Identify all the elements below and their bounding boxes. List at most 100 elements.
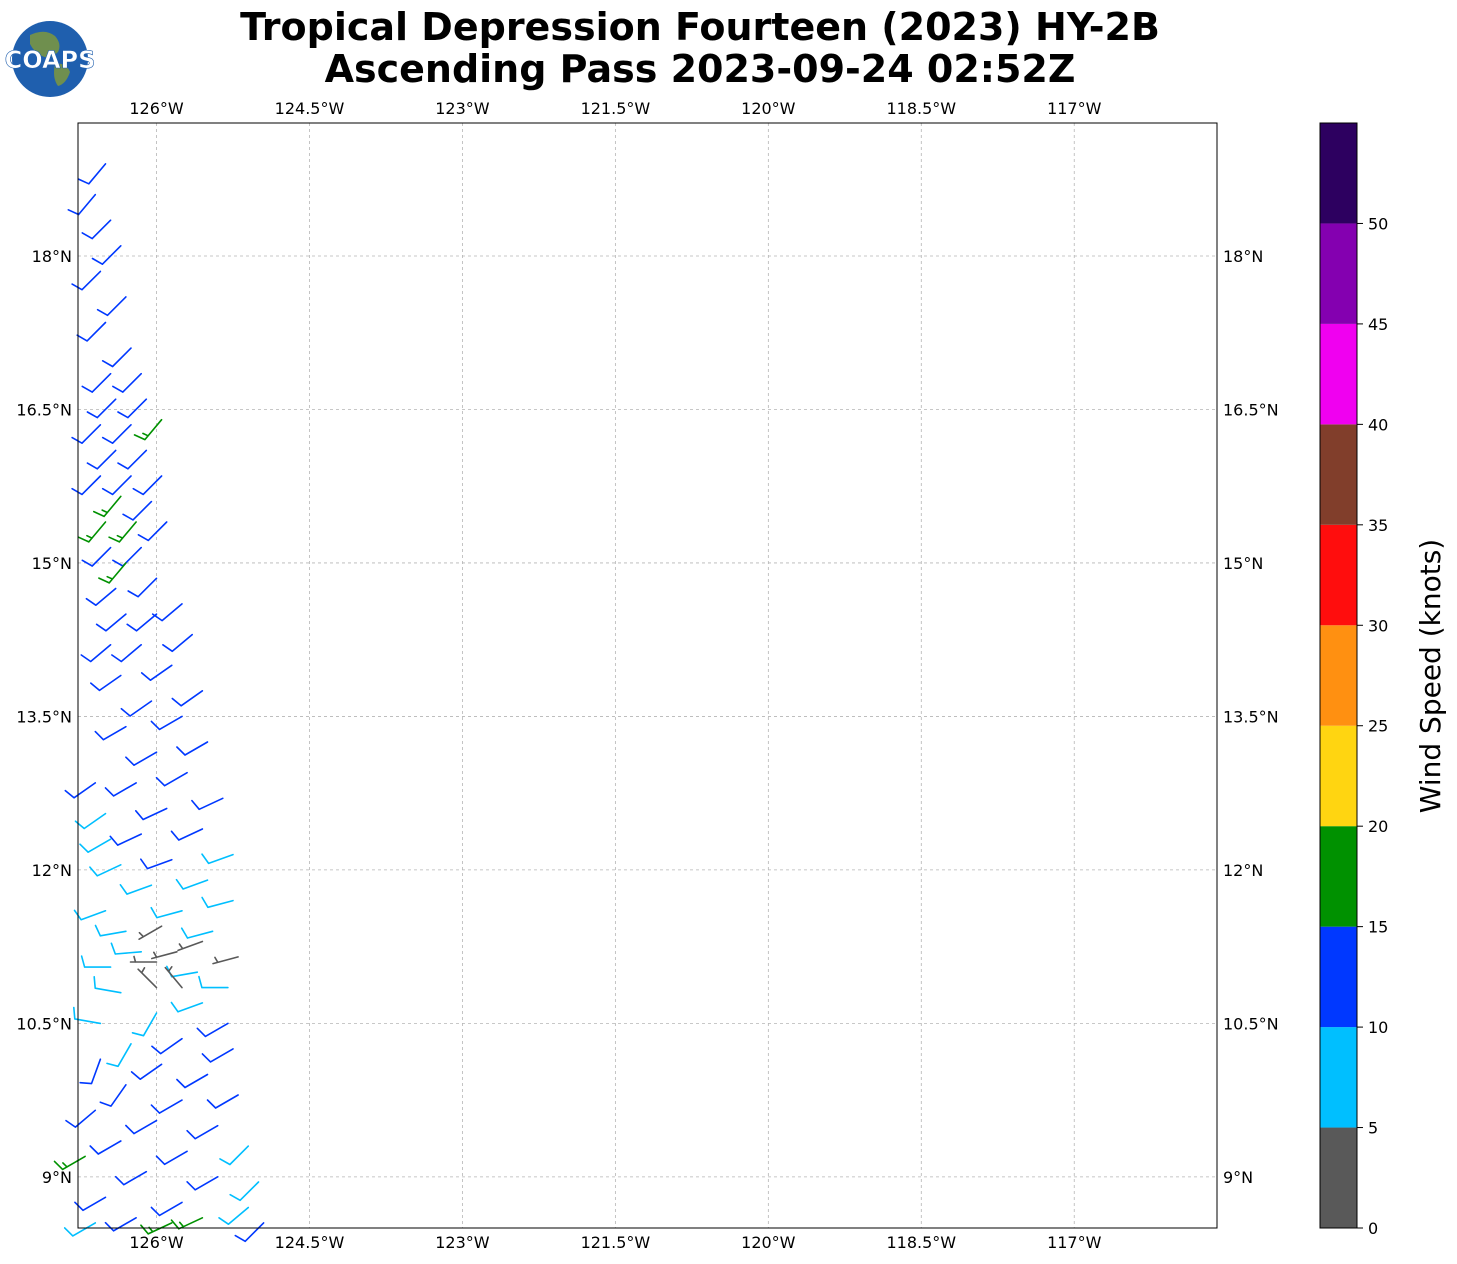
lat-tick-label-right: 13.5°N — [1223, 707, 1279, 726]
wind-barb — [77, 521, 107, 543]
axis-tick-labels: 126°W 126°W 124.5°W 124.5°W 123°W 123°W 121.5°… — [16, 99, 1278, 1252]
wind-barb — [191, 797, 224, 811]
colorbar-tick-label: 30 — [1368, 616, 1388, 635]
wind-barb — [101, 347, 132, 368]
wind-barb — [150, 906, 183, 919]
wind-barb — [90, 674, 122, 692]
gridlines — [78, 123, 1217, 1228]
wind-barb — [77, 163, 107, 185]
lat-tick-label-right: 18°N — [1223, 247, 1263, 266]
colorbar-block — [1320, 123, 1357, 224]
lon-tick-label-bottom: 123°W — [435, 1233, 490, 1252]
wind-barb — [120, 700, 153, 717]
colorbar-tick-label: 15 — [1368, 918, 1388, 937]
wind-barb — [212, 956, 239, 965]
wind-barb — [155, 771, 188, 787]
colorbar-tick-label: 20 — [1368, 817, 1388, 836]
wind-barb — [110, 942, 142, 955]
wind-barb — [91, 245, 122, 265]
wind-barb — [175, 878, 209, 890]
lat-tick-label-left: 16.5°N — [16, 400, 72, 419]
colorbar-block — [1320, 725, 1357, 827]
wind-barb — [94, 725, 127, 741]
wind-barb — [206, 1094, 239, 1109]
colorbar-frame — [1319, 122, 1358, 1229]
colorbar-tick-label: 5 — [1368, 1119, 1378, 1138]
globe-land-shape — [54, 63, 70, 86]
wind-barb — [80, 955, 112, 968]
wind-barb — [127, 577, 158, 598]
wind-barb — [140, 858, 173, 870]
wind-barb — [80, 644, 112, 663]
wind-barb — [108, 521, 137, 543]
colorbar-label: Wind Speed (knots) — [1414, 539, 1447, 813]
lat-tick-label-right: 15°N — [1223, 554, 1263, 573]
wind-barb — [71, 270, 102, 291]
wind-barb — [162, 633, 193, 653]
lon-tick-label-top: 118.5°W — [886, 99, 956, 118]
wind-barb — [74, 812, 107, 830]
wind-barb — [229, 1181, 260, 1202]
lat-tick-label-right: 16.5°N — [1223, 400, 1279, 419]
lat-tick-label-right: 10.5°N — [1223, 1014, 1279, 1033]
globe-land-shape — [30, 31, 60, 58]
wind-barb — [155, 1150, 188, 1166]
lat-tick-label-right: 9°N — [1223, 1168, 1253, 1187]
lon-tick-label-top: 117°W — [1047, 99, 1102, 118]
wind-barb — [201, 853, 234, 865]
wind-barb — [219, 1145, 250, 1166]
wind-barb — [150, 1201, 183, 1217]
wind-barb — [89, 1140, 122, 1155]
wind-barb — [131, 1012, 158, 1037]
wind-barb — [218, 1206, 250, 1225]
wind-barb — [122, 500, 153, 521]
wind-barb — [89, 864, 122, 877]
wind-barb — [111, 644, 142, 663]
wind-barb — [196, 1022, 229, 1038]
wind-barb — [170, 828, 204, 841]
colorbar-block — [1320, 926, 1357, 1028]
wind-barb — [99, 1084, 127, 1107]
colorbar-tick-label: 0 — [1368, 1219, 1378, 1238]
colorbar-tick-label: 10 — [1368, 1018, 1388, 1037]
lat-tick-label-left: 10.5°N — [16, 1014, 72, 1033]
wind-barb — [96, 296, 127, 317]
lat-tick-label-left: 15°N — [32, 554, 72, 573]
wind-barb — [125, 751, 158, 766]
chart-title-line1: Tropical Depression Fourteen (2023) HY-2… — [240, 5, 1160, 49]
wind-barb — [177, 940, 204, 952]
colorbar-ticks: 0 5 10 15 20 25 30 35 40 45 50 — [1357, 214, 1388, 1238]
wind-barb — [114, 1170, 148, 1186]
wind-barb — [109, 833, 142, 846]
wind-barb — [93, 976, 122, 994]
colorbar-block — [1320, 524, 1357, 626]
wind-barb — [201, 896, 234, 909]
wind-barb — [98, 562, 127, 584]
wind-barb — [81, 372, 112, 393]
wind-barb — [86, 449, 117, 470]
wind-barb — [133, 418, 163, 441]
wind-barb — [137, 521, 168, 542]
wind-barb — [71, 424, 102, 444]
wind-barb — [93, 495, 122, 518]
wind-barb — [130, 1063, 163, 1080]
colorbar-block — [1320, 223, 1357, 324]
colorbar: 0 5 10 15 20 25 30 35 40 45 50 Wind Speed (knots) — [1319, 122, 1447, 1238]
wind-barb — [137, 967, 158, 989]
wind-barb — [170, 1217, 204, 1230]
lat-tick-label-left: 13.5°N — [16, 707, 72, 726]
wind-barb — [85, 587, 117, 606]
wind-barb — [176, 741, 209, 756]
map-plot-area: 126°W 126°W 124.5°W 124.5°W 123°W 123°W 121.5°… — [16, 99, 1278, 1252]
wind-barb — [117, 398, 148, 419]
wind-barb — [129, 955, 158, 963]
colorbar-block — [1320, 1027, 1357, 1128]
colorbar-blocks — [1320, 123, 1357, 1228]
wind-barb — [81, 219, 112, 240]
lon-tick-label-bottom: 121.5°W — [581, 1233, 651, 1252]
wind-barb — [79, 838, 112, 853]
wind-barb — [101, 475, 132, 496]
wind-barb — [67, 193, 97, 216]
wind-barb — [74, 1196, 107, 1212]
wind-barb — [138, 925, 163, 940]
